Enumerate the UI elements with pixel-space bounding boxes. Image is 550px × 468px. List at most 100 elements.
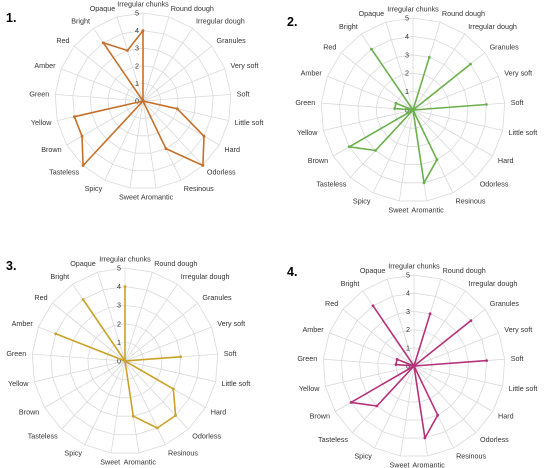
grid-ring-2 — [377, 329, 451, 403]
data-point — [436, 413, 440, 417]
data-point — [423, 436, 427, 440]
tick-label: 1 — [135, 79, 139, 88]
data-point — [375, 404, 379, 408]
grid-ring-3 — [68, 304, 182, 417]
grid-ring-1 — [395, 347, 433, 385]
tick-label: 5 — [117, 264, 121, 273]
axis-spoke — [372, 109, 414, 194]
tick-label: 5 — [406, 271, 410, 280]
tick-label: 2 — [117, 319, 121, 328]
data-point — [347, 145, 351, 149]
axis-label: Irregular chunks — [117, 0, 169, 9]
axis-label: Very soft — [217, 319, 245, 328]
axis-label: Soft — [511, 98, 524, 107]
axis-label: Round dough — [443, 266, 486, 275]
data-point — [371, 304, 375, 308]
series-line — [54, 285, 182, 429]
axis-label: Odorless — [207, 168, 236, 177]
axis-label: Opaque — [359, 9, 385, 18]
axis-spoke — [110, 360, 126, 454]
axis-spoke — [142, 100, 204, 166]
axis-label: Tasteless — [28, 431, 58, 440]
axis-label: Brown — [308, 156, 328, 165]
data-point — [370, 47, 373, 51]
axis-spoke — [412, 109, 476, 178]
grid-ring-4 — [72, 30, 214, 172]
tick-label: 1 — [406, 343, 410, 352]
data-point — [469, 62, 472, 66]
data-point — [427, 55, 431, 59]
grid-ring-5 — [322, 274, 506, 457]
tick-label: 5 — [135, 9, 139, 18]
axis-label: Little soft — [222, 379, 251, 388]
axis-spoke — [44, 360, 126, 408]
axis-label: Little soft — [509, 128, 538, 137]
axis-spoke — [413, 365, 477, 433]
axis-spoke — [412, 33, 466, 111]
axis-label: Round dough — [154, 259, 197, 268]
data-point — [123, 359, 127, 363]
axis-spoke — [398, 109, 414, 202]
axis-spoke — [124, 360, 189, 430]
axis-label: Resinous — [184, 184, 214, 193]
axis-label: Sweet — [119, 192, 139, 201]
data-point — [164, 147, 168, 151]
axis-label: Green — [29, 89, 49, 98]
data-point — [411, 108, 415, 112]
data-point — [54, 332, 58, 336]
grid-ring-2 — [87, 323, 163, 399]
axis-spoke — [32, 353, 126, 362]
axis-spoke — [124, 360, 166, 445]
axis-label: Soft — [237, 89, 250, 98]
data-point — [201, 164, 205, 167]
grid-ring-1 — [124, 82, 162, 119]
axis-spoke — [116, 16, 144, 102]
axis-label: Bright — [50, 272, 69, 281]
axis-label: Sweet — [390, 460, 410, 468]
series-line — [73, 29, 205, 167]
grid-ring-5 — [31, 267, 219, 454]
data-point — [171, 387, 175, 391]
axis-label: Irregular chunks — [387, 5, 439, 14]
axis-label: Hard — [224, 145, 240, 154]
data-point — [80, 134, 84, 138]
axis-label: Irregular chunks — [388, 262, 440, 271]
data-point — [412, 364, 416, 368]
data-point — [428, 312, 432, 316]
axis-label: Resinous — [168, 448, 198, 457]
axis-label: Opaque — [360, 266, 386, 275]
axis-label: Spicy — [354, 452, 372, 461]
tick-label: 4 — [405, 32, 409, 41]
axis-label: Tasteless — [49, 168, 79, 177]
axis-label: Aromantic — [411, 205, 444, 214]
axis-label: Green — [6, 349, 26, 358]
tick-label: 4 — [117, 282, 121, 291]
grid-ring-2 — [107, 65, 179, 137]
data-point — [422, 181, 426, 185]
axis-label: Hard — [498, 156, 514, 165]
axis-label: Resinous — [456, 452, 486, 461]
axis-label: Amber — [303, 325, 325, 334]
axis-label: Granules — [490, 43, 520, 52]
axis-label: Sweet — [388, 205, 408, 214]
axis-label: Irregular dough — [181, 272, 230, 281]
grid-ring-4 — [50, 286, 200, 436]
series-line — [350, 304, 488, 439]
axis-spoke — [55, 94, 144, 102]
data-point — [394, 101, 398, 105]
axis-label: Odorless — [480, 435, 509, 444]
axis-label: Green — [295, 98, 315, 107]
axis-label: Red — [325, 299, 338, 308]
axis-label: Odorless — [480, 180, 509, 189]
axis-label: Yellow — [297, 128, 318, 137]
axis-label: Aromantic — [141, 192, 174, 201]
axis-label: Yellow — [8, 379, 29, 388]
tick-label: 3 — [405, 50, 409, 59]
axis-label: Resinous — [456, 197, 486, 206]
axis-label: Hard — [211, 408, 227, 417]
data-point — [81, 164, 85, 167]
axis-label: Granules — [202, 293, 232, 302]
